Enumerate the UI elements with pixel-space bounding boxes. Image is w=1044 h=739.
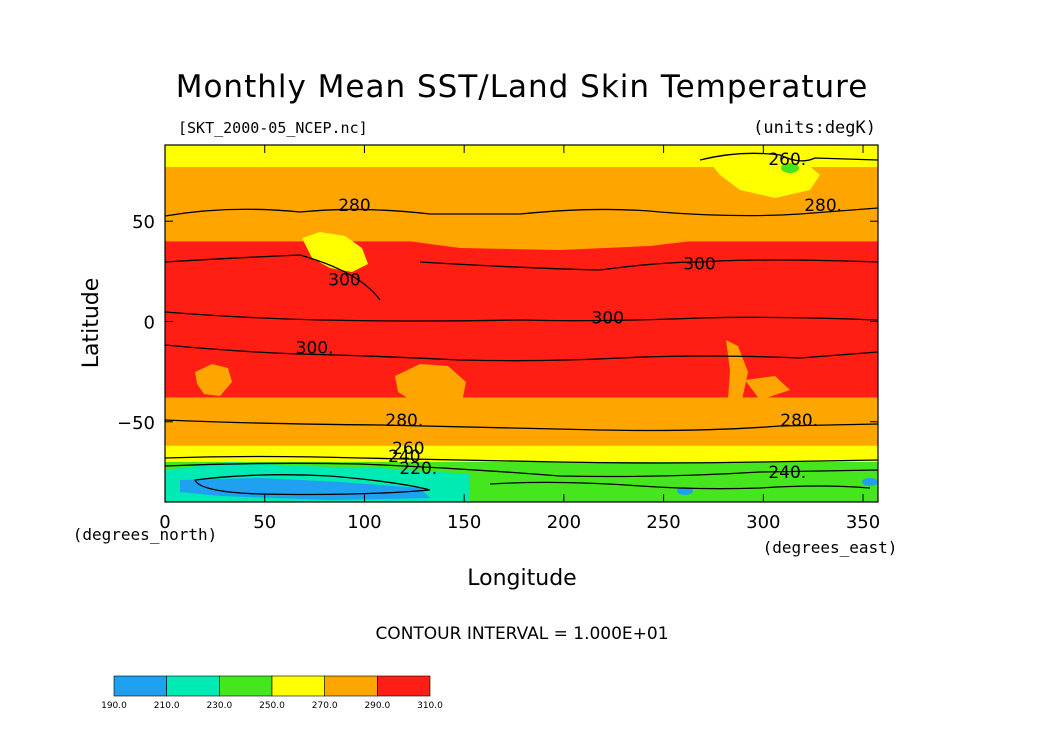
contour-label-11: 220. (399, 459, 437, 479)
y-tick-label-1: 0 (144, 312, 155, 333)
colorbar-swatch-3 (271, 675, 325, 697)
contour-label-6: 300. (296, 339, 334, 359)
plot-area: 260. 280. 280 300 300 300 300. 280. 280. 26024022… (165, 145, 878, 502)
x-tick-label-6: 300 (746, 512, 780, 533)
x-tick-label-7: 350 (846, 512, 880, 533)
contour-lines (165, 152, 878, 496)
colorbar-level-4: 270.0 (312, 701, 338, 711)
x-tick-label-4: 200 (547, 512, 581, 533)
contour-line-260-south (165, 455, 878, 464)
contour-label-3: 300 (328, 270, 360, 290)
land-shape-australia (395, 364, 466, 408)
land-shape-greenland (700, 150, 820, 198)
contour-line-280-north (165, 207, 878, 217)
temperature-band-3 (165, 397, 878, 446)
y-tick-label-0: 50 (132, 212, 155, 233)
temperature-band-0 (165, 145, 878, 168)
colorbar-swatch-5 (377, 675, 431, 697)
land-shape-cold-spot (677, 487, 693, 495)
colorbar: 190.0 210.0 230.0 250.0 270.0 290.0 310.0 (101, 675, 443, 711)
land-shape-tibet (302, 232, 368, 272)
contour-line-220-south (194, 474, 431, 496)
colorbar-swatch-2 (219, 675, 273, 697)
contour-line-260-north (699, 152, 878, 162)
land-regions (165, 150, 878, 502)
colorbar-level-0: 190.0 (101, 701, 127, 711)
contour-interval-label: CONTOUR INTERVAL = 1.000E+01 (375, 624, 668, 644)
colorbar-level-2: 230.0 (206, 701, 232, 711)
x-tick-label-1: 50 (253, 512, 276, 533)
y-axis-label: Latitude (79, 278, 104, 369)
land-shape-antarctic-interior (180, 478, 430, 500)
contour-line-220-east (489, 481, 871, 490)
temperature-band-4 (165, 445, 878, 462)
file-label: [SKT_2000-05_NCEP.nc] (178, 119, 368, 137)
contour-line-300-north (165, 254, 878, 301)
x-axis-label: Longitude (467, 566, 576, 591)
x-tick-label-0: 0 (159, 512, 170, 533)
y-units-label: (degrees_north) (73, 525, 218, 544)
contour-line-280-south (165, 419, 878, 432)
contour-label-10: 240 (388, 447, 420, 467)
contour-label-8: 280. (780, 411, 818, 431)
colorbar-swatch-1 (166, 675, 220, 697)
colorbar-level-1: 210.0 (154, 701, 180, 711)
colorbar-level-5: 290.0 (364, 701, 390, 711)
x-tick-label-5: 250 (646, 512, 680, 533)
colorbar-swatch-4 (324, 675, 378, 697)
colorbar-swatch-0 (113, 675, 167, 697)
contour-label-5: 300 (592, 308, 624, 328)
x-tick-label-3: 150 (447, 512, 481, 533)
x-units-label: (degrees_east) (763, 538, 898, 557)
contour-line-240-south (165, 462, 878, 478)
contour-label-1: 280. (804, 196, 842, 216)
land-shape-andes (726, 340, 748, 432)
chart-title: Monthly Mean SST/Land Skin Temperature (176, 69, 869, 105)
x-tick-label-2: 100 (347, 512, 381, 533)
land-shape-europe (165, 190, 878, 250)
land-shape-south-africa (195, 364, 232, 396)
contour-label-7: 280. (385, 411, 423, 431)
colorbar-level-3: 250.0 (259, 701, 285, 711)
units-label: (units:degK) (753, 118, 876, 138)
contour-label-12: 240. (768, 463, 806, 483)
y-axis-ticks: 50 0 −50 (117, 212, 878, 434)
contour-label-2: 280 (338, 196, 370, 216)
land-shape-greenland-cold (781, 163, 799, 173)
x-axis-ticks: 0 50 100 150 200 250 300 350 (159, 145, 880, 533)
land-shape-cold-spot-east (862, 478, 878, 486)
y-tick-label-2: −50 (117, 413, 155, 434)
contour-labels: 260. 280. 280 300 300 300 300. 280. 280. 26024022… (296, 150, 842, 483)
plot-frame (164, 144, 879, 503)
contour-line-300-south (165, 344, 878, 362)
contour-label-4: 300 (683, 254, 715, 274)
contour-line-300-eq (165, 311, 878, 322)
colorbar-level-6: 310.0 (417, 701, 443, 711)
land-shape-patagonia (745, 376, 790, 400)
contour-label-0: 260. (768, 150, 806, 170)
contour-label-9: 260 (392, 439, 424, 459)
